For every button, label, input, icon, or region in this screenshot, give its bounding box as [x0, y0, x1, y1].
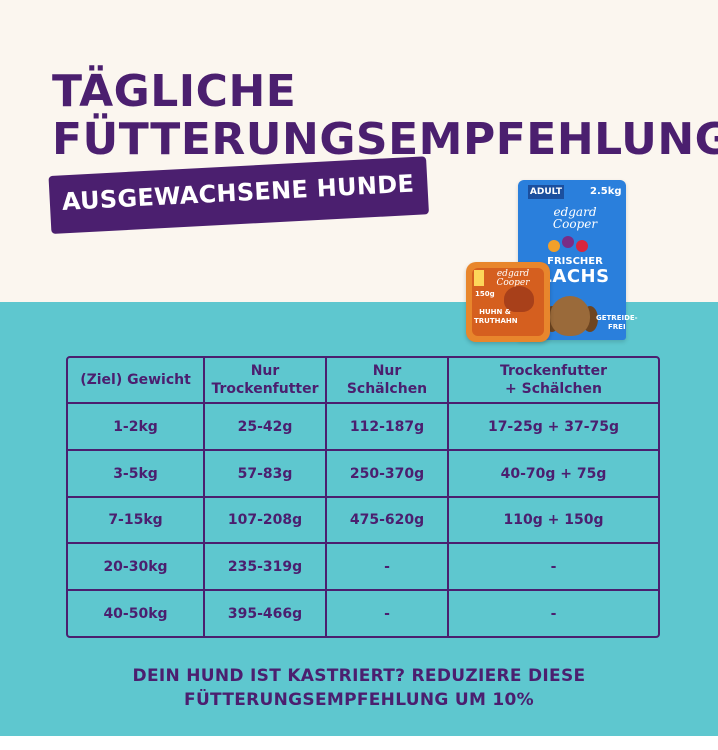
- table-cell: -: [384, 558, 390, 575]
- footer-strip: [0, 736, 718, 750]
- dog-illustration-icon: [550, 296, 590, 336]
- table-cell: 3-5kg: [113, 465, 158, 482]
- table-cell: 235-319g: [227, 558, 303, 575]
- table-header-dry-only: Nur Trockenfutter: [211, 363, 319, 397]
- bag-weight-label: 2.5kg: [590, 186, 622, 197]
- table-cell: 40-50kg: [103, 605, 168, 622]
- bag-brand-logo: edgard Cooper: [552, 205, 598, 231]
- table-header-combined: Trockenfutter + Schälchen: [499, 363, 608, 397]
- table-cell: -: [550, 558, 557, 575]
- table-divider: [66, 589, 660, 591]
- rooster-icon: [504, 286, 534, 312]
- table-cell: 107-208g: [227, 512, 303, 528]
- bag-product-name: LACHS: [540, 266, 610, 287]
- table-header-weight: (Ziel) Gewicht: [80, 372, 191, 388]
- table-cell: 25-42g: [237, 418, 293, 435]
- page-title: TÄGLICHE FÜTTERUNGSEMPFEHLUNG: [52, 68, 718, 164]
- table-cell: 17-25g + 37-75g: [487, 418, 620, 435]
- table-header-tray-only: Nur Schälchen: [346, 363, 428, 397]
- table-column-divider: [325, 356, 327, 638]
- table-cell: 475-620g: [349, 512, 425, 528]
- tray-brand-logo: edgard Cooper: [496, 269, 530, 288]
- fruit-orange-icon: [548, 240, 560, 252]
- title-line-1: TÄGLICHE: [52, 66, 297, 117]
- table-column-divider: [447, 356, 449, 638]
- table-cell: 112-187g: [349, 418, 425, 435]
- tray-product-name: HUHN & TRUTHAHN: [474, 308, 518, 325]
- tray-weight-label: 150g: [475, 290, 495, 298]
- bag-fruit-illustration: [548, 236, 596, 254]
- table-column-divider: [203, 356, 205, 638]
- table-cell: 110g + 150g: [503, 512, 604, 528]
- table-divider: [66, 449, 660, 451]
- title-line-2: FÜTTERUNGSEMPFEHLUNG: [52, 114, 718, 165]
- table-cell: 40-70g + 75g: [500, 465, 607, 482]
- note-line-2: FÜTTERUNGSEMPFEHLUNG UM 10%: [184, 690, 534, 710]
- table-cell: 7-15kg: [108, 512, 163, 528]
- table-divider: [66, 402, 660, 404]
- bag-product-name-top: FRISCHER: [547, 256, 603, 267]
- bag-adult-badge: ADULT: [528, 185, 564, 199]
- tray-adult-badge: [474, 270, 484, 286]
- bag-grain-free-label: GETREIDE- FREI: [596, 314, 638, 331]
- note-line-1: DEIN HUND IST KASTRIERT? REDUZIERE DIESE: [132, 666, 586, 686]
- fruit-beet-icon: [576, 240, 588, 252]
- table-cell: 20-30kg: [103, 558, 168, 575]
- neutered-dog-note: DEIN HUND IST KASTRIERT? REDUZIERE DIESE…: [0, 664, 718, 712]
- table-cell: 395-466g: [227, 605, 303, 622]
- table-cell: 1-2kg: [113, 418, 158, 435]
- table-divider: [66, 542, 660, 544]
- table-cell: 57-83g: [237, 465, 293, 482]
- fruit-berry-icon: [562, 236, 574, 248]
- table-cell: -: [550, 605, 557, 622]
- table-cell: 250-370g: [349, 465, 425, 482]
- table-divider: [66, 496, 660, 498]
- table-cell: -: [384, 605, 390, 622]
